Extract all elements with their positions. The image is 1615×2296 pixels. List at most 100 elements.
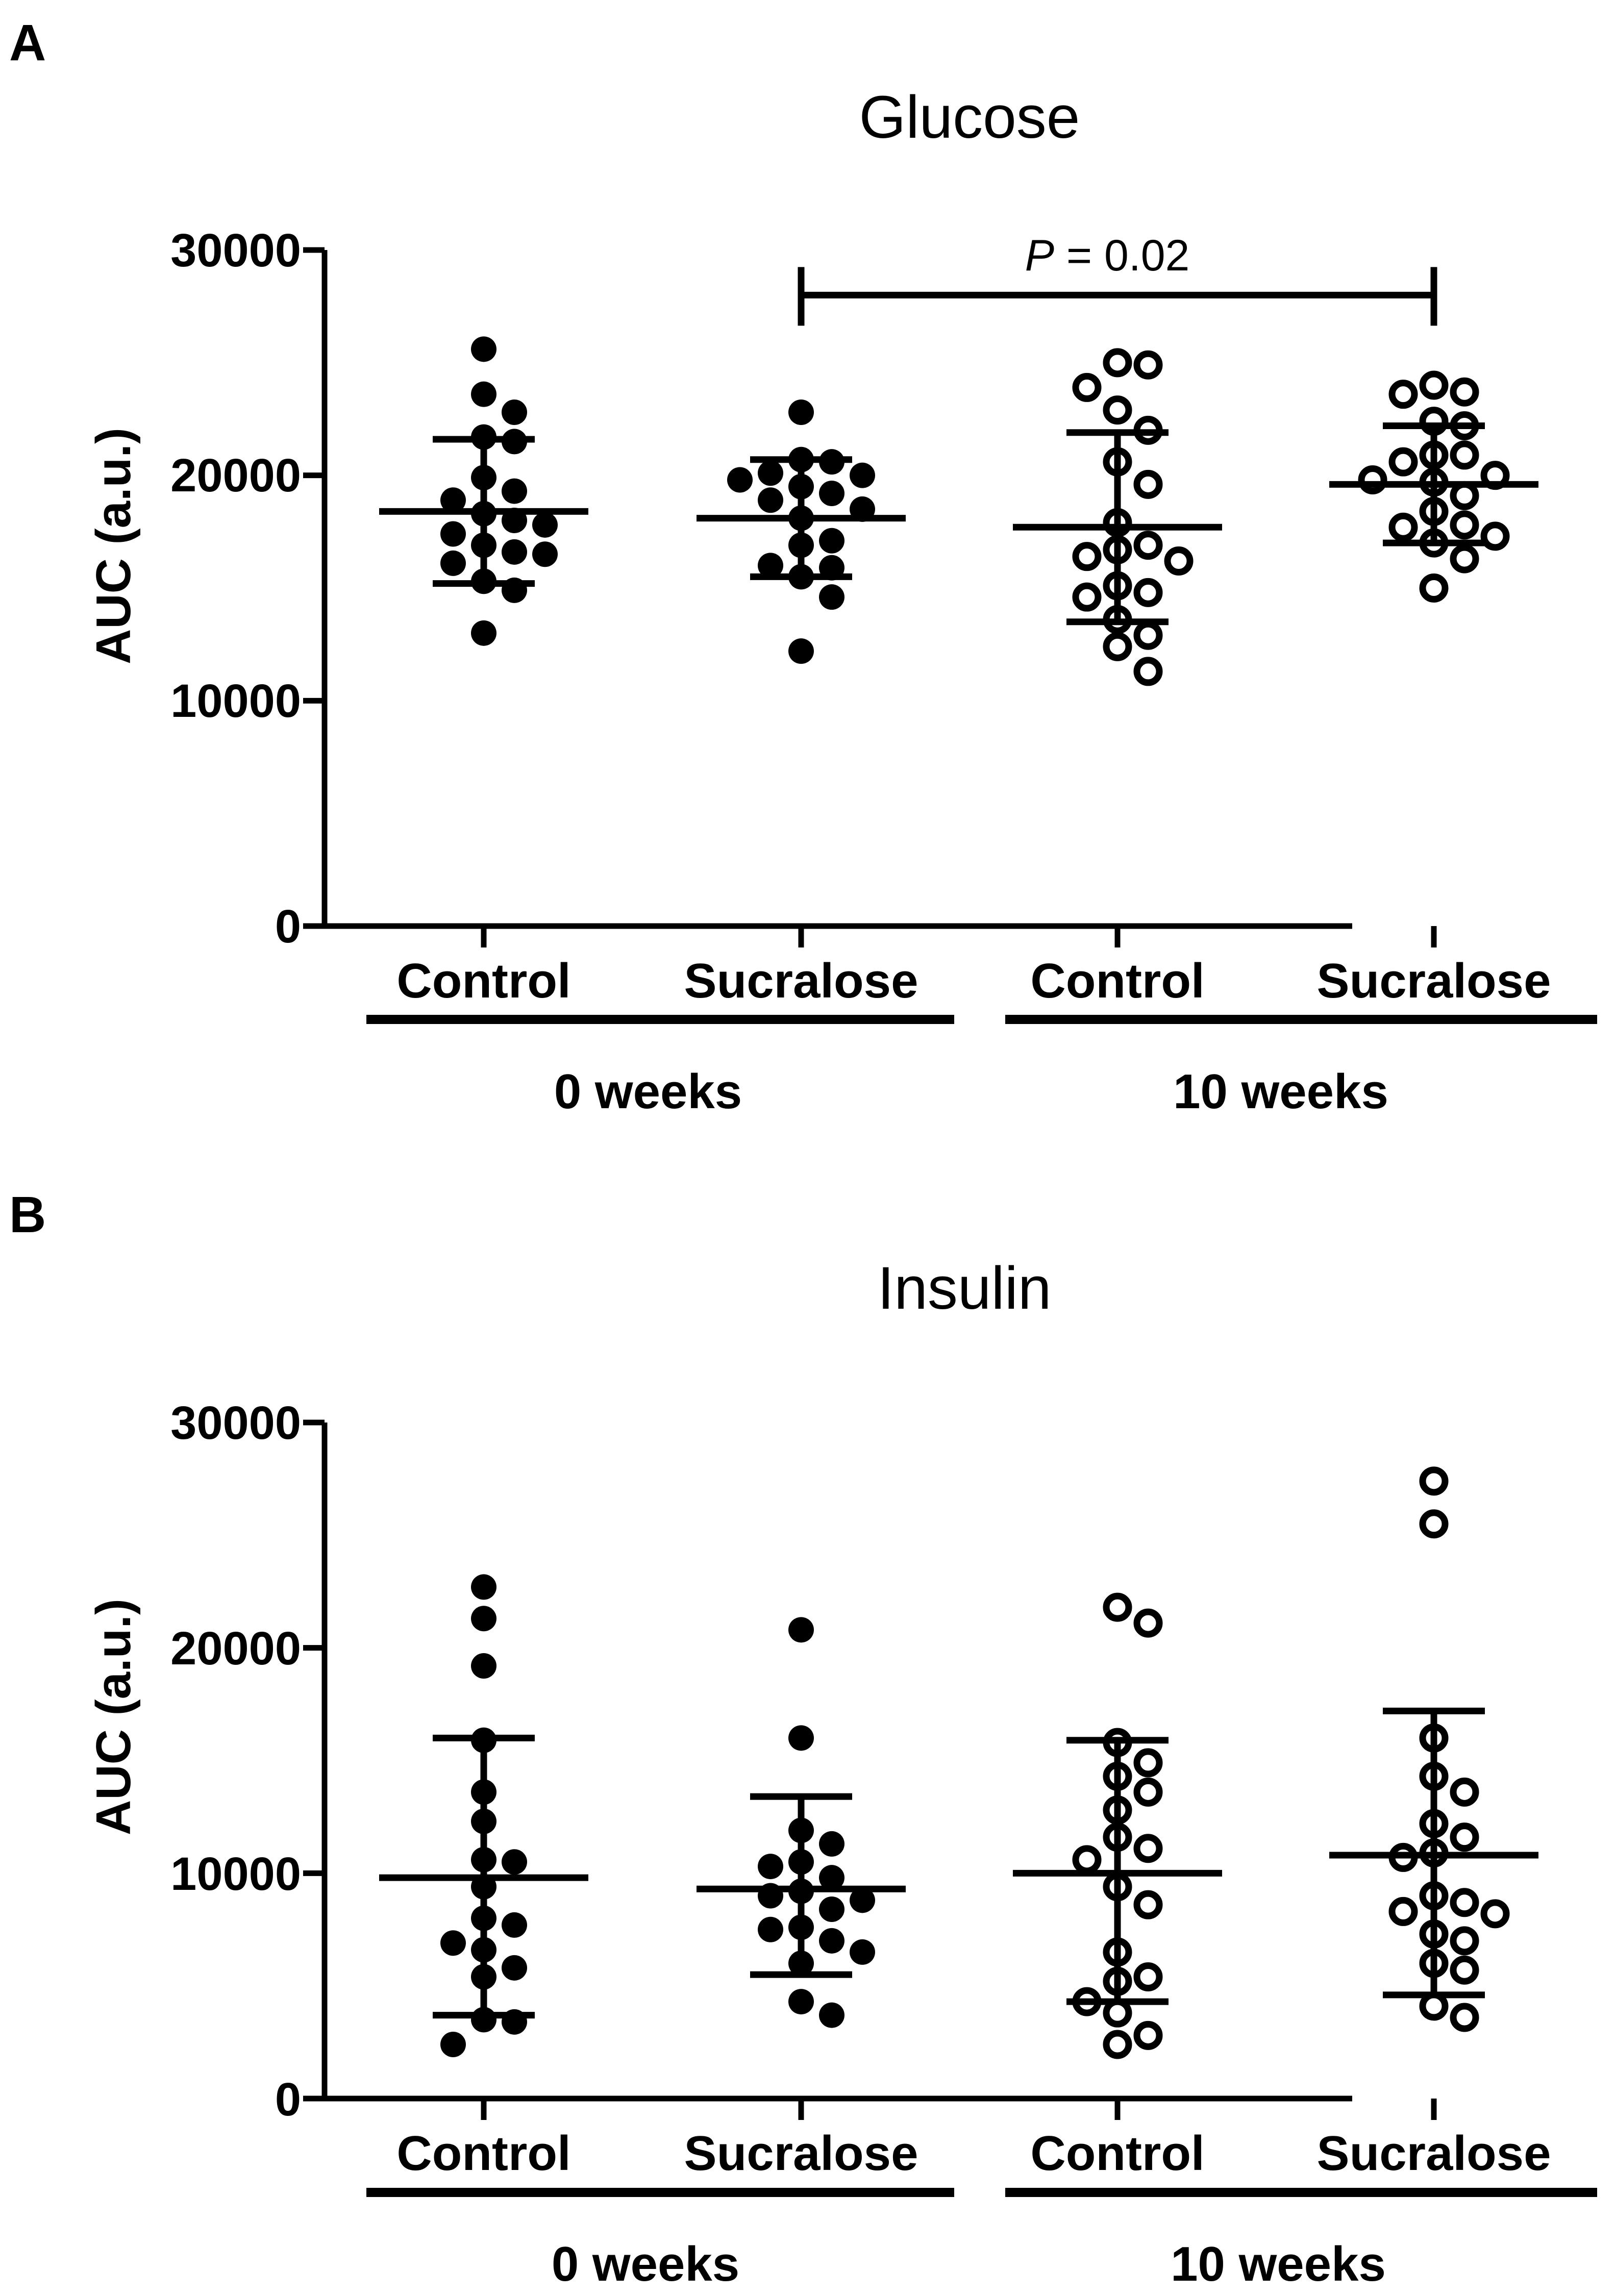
data-point bbox=[471, 381, 496, 407]
data-point bbox=[758, 460, 783, 486]
y-tick-label: 0 bbox=[275, 2074, 301, 2126]
data-point bbox=[471, 620, 496, 646]
data-point bbox=[532, 512, 558, 538]
y-tick-label: 10000 bbox=[170, 675, 301, 727]
y-tick-label: 10000 bbox=[170, 1848, 301, 1900]
data-point bbox=[440, 550, 466, 576]
data-point bbox=[758, 1916, 783, 1942]
data-point bbox=[1133, 2020, 1163, 2050]
data-point bbox=[758, 553, 783, 579]
data-point bbox=[471, 336, 496, 362]
data-point bbox=[788, 1617, 814, 1643]
data-point bbox=[440, 487, 466, 513]
p-value-letter: P bbox=[1025, 231, 1054, 280]
y-tick-label: 20000 bbox=[170, 1623, 301, 1675]
data-point bbox=[788, 1725, 814, 1751]
data-point bbox=[1419, 573, 1449, 603]
data-point bbox=[1450, 510, 1479, 540]
data-point bbox=[1072, 582, 1102, 612]
data-point bbox=[788, 400, 814, 425]
data-point bbox=[1103, 395, 1132, 425]
data-point bbox=[1419, 370, 1449, 400]
data-point bbox=[1133, 578, 1163, 607]
data-point bbox=[819, 528, 844, 554]
data-point bbox=[502, 1912, 527, 1938]
data-point bbox=[1103, 632, 1132, 661]
data-point bbox=[1133, 1834, 1163, 1863]
x-category-label: Control bbox=[396, 954, 570, 1008]
data-point bbox=[1103, 348, 1132, 378]
data-point bbox=[1133, 469, 1163, 499]
group-label: 10 weeks bbox=[1171, 2237, 1386, 2291]
data-point bbox=[1164, 546, 1194, 576]
data-point bbox=[1388, 512, 1418, 542]
data-point bbox=[1450, 440, 1479, 470]
data-point bbox=[502, 1955, 527, 1981]
data-point bbox=[1133, 350, 1163, 380]
x-category-label: Sucralose bbox=[1317, 954, 1551, 1008]
data-point bbox=[850, 1887, 875, 1913]
data-point bbox=[1419, 1991, 1449, 2021]
group-label: 0 weeks bbox=[554, 1064, 742, 1119]
group-label: 0 weeks bbox=[552, 2237, 739, 2291]
data-point bbox=[1358, 465, 1387, 494]
panel-letter-b: B bbox=[9, 1186, 46, 1243]
data-point bbox=[1133, 1608, 1163, 1638]
data-point bbox=[1450, 1955, 1479, 1985]
data-point bbox=[819, 584, 844, 610]
data-point bbox=[758, 1854, 783, 1880]
data-point bbox=[819, 1831, 844, 1857]
y-tick-label: 20000 bbox=[170, 450, 301, 502]
x-category-label: Sucralose bbox=[684, 954, 918, 1008]
data-point bbox=[1450, 377, 1479, 407]
data-point bbox=[819, 481, 844, 506]
data-point bbox=[471, 1574, 496, 1600]
data-point bbox=[532, 541, 558, 567]
data-point bbox=[1133, 1748, 1163, 1778]
data-point bbox=[1072, 542, 1102, 571]
data-point bbox=[1072, 372, 1102, 402]
data-point bbox=[1133, 531, 1163, 560]
data-point bbox=[1133, 1890, 1163, 1919]
data-point bbox=[1450, 481, 1479, 510]
data-point bbox=[819, 2002, 844, 2028]
data-point bbox=[1450, 544, 1479, 573]
panel-b-insulin-chart: B Insulin AUC (a.u.) 30000 20000 10000 0… bbox=[9, 1186, 1597, 2291]
chart-title: Glucose bbox=[859, 84, 1080, 151]
y-tick-label: 0 bbox=[275, 901, 301, 953]
data-point bbox=[788, 1989, 814, 2015]
data-point bbox=[819, 1928, 844, 1954]
data-point bbox=[1480, 521, 1510, 551]
x-category-label: Sucralose bbox=[1317, 2126, 1551, 2181]
y-axis-label: AUC (a.u.) bbox=[86, 1599, 141, 1835]
data-point bbox=[1450, 1926, 1479, 1956]
x-category-label: Control bbox=[1030, 2126, 1204, 2181]
data-point bbox=[1103, 1592, 1132, 1622]
data-point bbox=[471, 1606, 496, 1632]
data-point bbox=[788, 638, 814, 664]
p-value-annotation: P = 0.02 bbox=[1025, 231, 1190, 280]
data-point bbox=[727, 467, 753, 493]
group-label: 10 weeks bbox=[1173, 1064, 1388, 1119]
x-category-label: Sucralose bbox=[684, 2126, 918, 2181]
data-point bbox=[440, 1930, 466, 1956]
data-point bbox=[819, 1865, 844, 1891]
data-point bbox=[758, 487, 783, 513]
data-point bbox=[1388, 380, 1418, 409]
data-point bbox=[1072, 1845, 1102, 1875]
data-point bbox=[1419, 1466, 1449, 1496]
data-point bbox=[1388, 1896, 1418, 1926]
data-point bbox=[1103, 1998, 1132, 2028]
data-point bbox=[502, 400, 527, 425]
data-point bbox=[440, 521, 466, 547]
data-point bbox=[440, 2032, 466, 2057]
data-point bbox=[819, 1896, 844, 1922]
data-point bbox=[1133, 1962, 1163, 1991]
data-point bbox=[1419, 1509, 1449, 1539]
p-value-text: = 0.02 bbox=[1054, 231, 1189, 280]
data-point bbox=[471, 1653, 496, 1679]
data-point bbox=[502, 539, 527, 565]
data-point bbox=[1480, 1899, 1510, 1929]
data-point bbox=[850, 1939, 875, 1965]
